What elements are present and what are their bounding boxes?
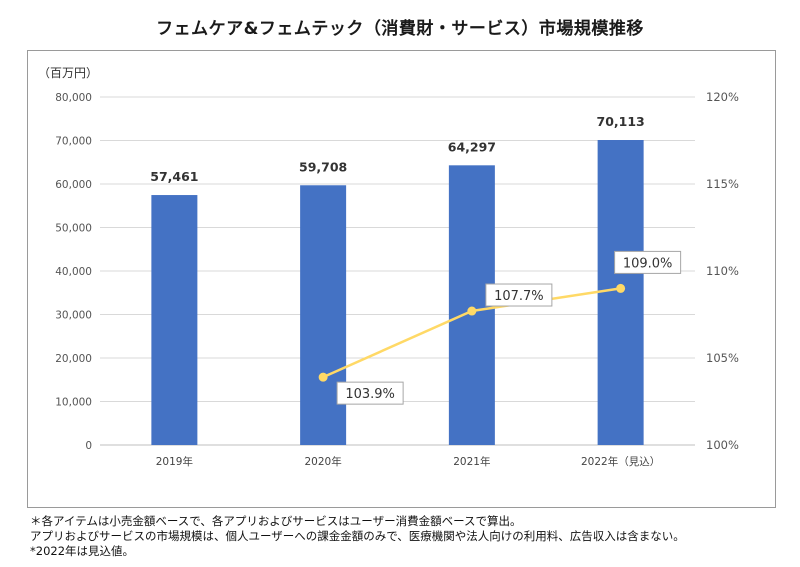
line-point: [467, 306, 477, 316]
footnotes: ＊各アイテムは小売金額ベースで、各アプリおよびサービスはユーザー消費金額ベースで…: [30, 514, 790, 559]
right-tick-label: 110%: [706, 264, 739, 278]
line-value-label: 103.9%: [345, 387, 395, 402]
bar: [151, 195, 198, 445]
left-axis: 0 10,000 20,000 30,000 40,000 50,000 60,000 70,…: [55, 92, 92, 452]
bar-value-label: 64,297: [448, 139, 496, 154]
right-tick-label: 105%: [706, 351, 739, 365]
left-tick-label: 50,000: [55, 223, 92, 235]
x-tick-label: 2022年（見込）: [581, 455, 660, 468]
bar-series: [151, 140, 644, 445]
line-value-label: 107.7%: [494, 289, 544, 304]
footnote-3: *2022年は見込値。: [30, 544, 135, 558]
left-tick-label: 0: [85, 440, 92, 452]
line-label-box: [485, 283, 553, 307]
left-tick-label: 20,000: [55, 353, 92, 365]
bar: [300, 185, 347, 445]
bar-value-label: 70,113: [597, 114, 645, 129]
line-value-labels: 103.9% 107.7% 109.0%: [336, 250, 682, 405]
right-tick-label: 115%: [706, 177, 739, 191]
line-point: [318, 372, 328, 382]
left-tick-label: 10,000: [55, 397, 92, 409]
left-tick-label: 80,000: [55, 92, 92, 104]
bar-value-label: 59,708: [299, 159, 347, 174]
x-tick-label: 2020年: [305, 455, 342, 468]
bar-value-label: 57,461: [150, 169, 198, 184]
x-axis: 2019年 2020年 2021年 2022年（見込）: [156, 455, 660, 468]
right-axis: 100% 105% 110% 115% 120%: [706, 90, 739, 452]
y-axis-unit-label: （百万円）: [38, 66, 98, 80]
left-tick-label: 70,000: [55, 136, 92, 148]
line-series: [318, 283, 626, 382]
x-tick-label: 2019年: [156, 455, 193, 468]
right-tick-label: 100%: [706, 438, 739, 452]
chart-frame: [27, 50, 776, 508]
chart-title: フェムケア&フェムテック（消費財・サービス）市場規模推移: [156, 19, 644, 39]
x-tick-label: 2021年: [453, 455, 490, 468]
line-label-box: [614, 250, 682, 274]
right-tick-label: 120%: [706, 90, 739, 104]
line-value-label: 109.0%: [623, 256, 673, 271]
left-tick-label: 40,000: [55, 266, 92, 278]
footnote-2: アプリおよびサービスの市場規模は、個人ユーザーへの課金金額のみで、医療機関や法人…: [30, 529, 685, 543]
bar-value-labels: 57,461 59,708 64,297 70,113: [150, 114, 645, 184]
footnote-1: ＊各アイテムは小売金額ベースで、各アプリおよびサービスはユーザー消費金額ベースで…: [30, 514, 522, 528]
left-tick-label: 30,000: [55, 310, 92, 322]
left-tick-label: 60,000: [55, 179, 92, 191]
line-point: [616, 283, 626, 293]
line-label-box: [336, 381, 404, 405]
